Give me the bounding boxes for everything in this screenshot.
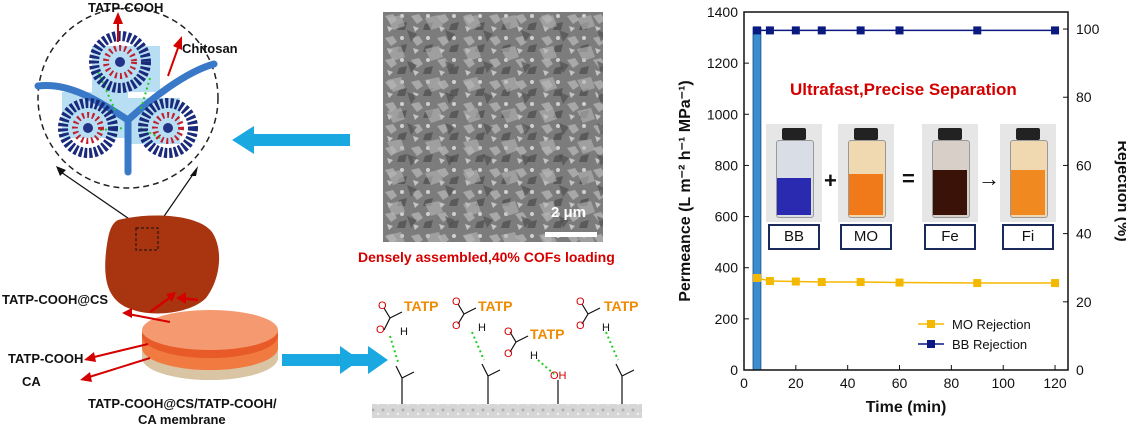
data-point [856,26,865,35]
data-point [856,278,865,287]
arrow-right-icon: → [978,166,1000,191]
scale-bar [545,232,597,237]
inset-title: Ultrafast,Precise Separation [790,80,1017,99]
y-left-tick-label: 0 [730,362,738,378]
scale-bar-label: 2 μm [551,204,587,221]
data-point [1051,26,1060,35]
x-tick-label: 20 [788,375,804,391]
cof-cluster [58,98,118,158]
data-point [895,278,904,287]
oxygen-atom: O [452,320,461,332]
label-membrane-line1: TATP-COOH@CS/TATP-COOH/ [88,396,277,411]
y-left-tick-label: 1000 [707,106,738,122]
label-chitosan: Chitosan [182,41,238,56]
data-point [752,26,761,35]
y-left-axis-label: Permeance (L m⁻² h⁻¹ MPa⁻¹) [677,80,694,302]
plot-frame [743,11,1069,371]
y-right-tick-label: 80 [1076,89,1092,105]
vial-bb [766,124,822,222]
vial-fe [922,124,978,222]
y-right-tick-label: 40 [1076,226,1092,242]
label-tatp-cooh-cs: TATP-COOH@CS [2,292,109,307]
oxygen-atom: O [576,320,585,332]
data-point [765,26,774,35]
vial-label-fe: Fe [924,224,976,250]
oxygen-atom: O [452,296,461,308]
label-tatp-cooh-layer: TATP-COOH [8,351,84,366]
equals-sign: = [902,166,915,191]
bonding-structure: TATP TATP TATP TATP O O H O O H O O H OH… [360,296,660,430]
cyan-arrow-to-structure [340,346,388,374]
y-left-tick-label: 1400 [707,4,738,20]
cyan-arrow-right [282,346,360,374]
oxygen-atom: O [504,348,513,360]
y-left-tick-label: 800 [715,157,739,173]
oxygen-atom: O [576,296,585,308]
series-line [756,277,1056,284]
data-point [765,277,774,286]
y-left-tick-label: 200 [715,311,739,327]
oxygen-atom: O [504,326,513,338]
legend-label: BB Rejection [952,337,1027,352]
tatp-label: TATP [530,326,565,342]
x-tick-label: 100 [992,375,1016,391]
tatp-label: TATP [478,298,513,314]
x-tick-label: 0 [740,375,748,391]
y-right-axis-label: Rejection (%) [1114,140,1126,241]
legend-marker [927,340,935,348]
hydrogen-atom: H [602,322,610,334]
y-right-tick-label: 100 [1076,21,1100,37]
y-right-tick-label: 60 [1076,157,1092,173]
data-point [895,26,904,35]
x-tick-label: 120 [1043,375,1067,391]
vial-mo [838,124,894,222]
x-axis-label: Time (min) [866,399,947,416]
hydrogen-atom: H [530,350,538,362]
legend-label: MO Rejection [952,317,1031,332]
y-left-tick-label: 600 [715,209,739,225]
hydrogen-atom: H [478,322,486,334]
data-point [752,273,761,282]
sem-image: 2 μm [383,12,603,242]
cof-cluster [89,31,151,93]
vial-label-bb: BB [768,224,820,250]
chart: 0 20 40 60 80 100 1200200400600800100012001400… [677,4,1126,416]
sem-caption: Densely assembled,40% COFs loading [358,249,615,265]
y-right-tick-label: 0 [1076,362,1084,378]
cyan-arrow-left [232,126,350,154]
x-tick-label: 80 [944,375,960,391]
permeance-bar [752,26,762,371]
label-ca: CA [22,374,41,389]
label-tatp-cooh-top: TATP-COOH [88,0,164,15]
tatp-label: TATP [404,298,439,314]
data-point [817,278,826,287]
y-left-tick-label: 1200 [707,55,738,71]
vial-fi [1000,124,1056,222]
oxygen-atom: O [376,324,385,336]
plus-sign: + [824,168,837,193]
cof-cluster [138,98,198,158]
bonding-structure-graphic [372,303,642,418]
label-membrane-line2: CA membrane [138,412,226,427]
tatp-label: TATP [604,298,639,314]
vial-label-fi: Fi [1002,224,1054,250]
hydroxyl-group: OH [550,370,567,382]
x-tick-label: 60 [892,375,908,391]
data-point [791,26,800,35]
data-point [973,26,982,35]
sem-texture [383,12,603,242]
hydrogen-atom: H [400,326,408,338]
y-right-tick-label: 20 [1076,294,1092,310]
data-point [973,279,982,288]
schematic-graphic [34,7,360,382]
data-point [1051,279,1060,288]
vial-label-mo: MO [840,224,892,250]
data-point [817,26,826,35]
oxygen-atom: O [378,300,387,312]
x-tick-label: 40 [840,375,856,391]
legend-marker [927,320,935,328]
data-point [791,277,800,286]
y-left-tick-label: 400 [715,260,739,276]
